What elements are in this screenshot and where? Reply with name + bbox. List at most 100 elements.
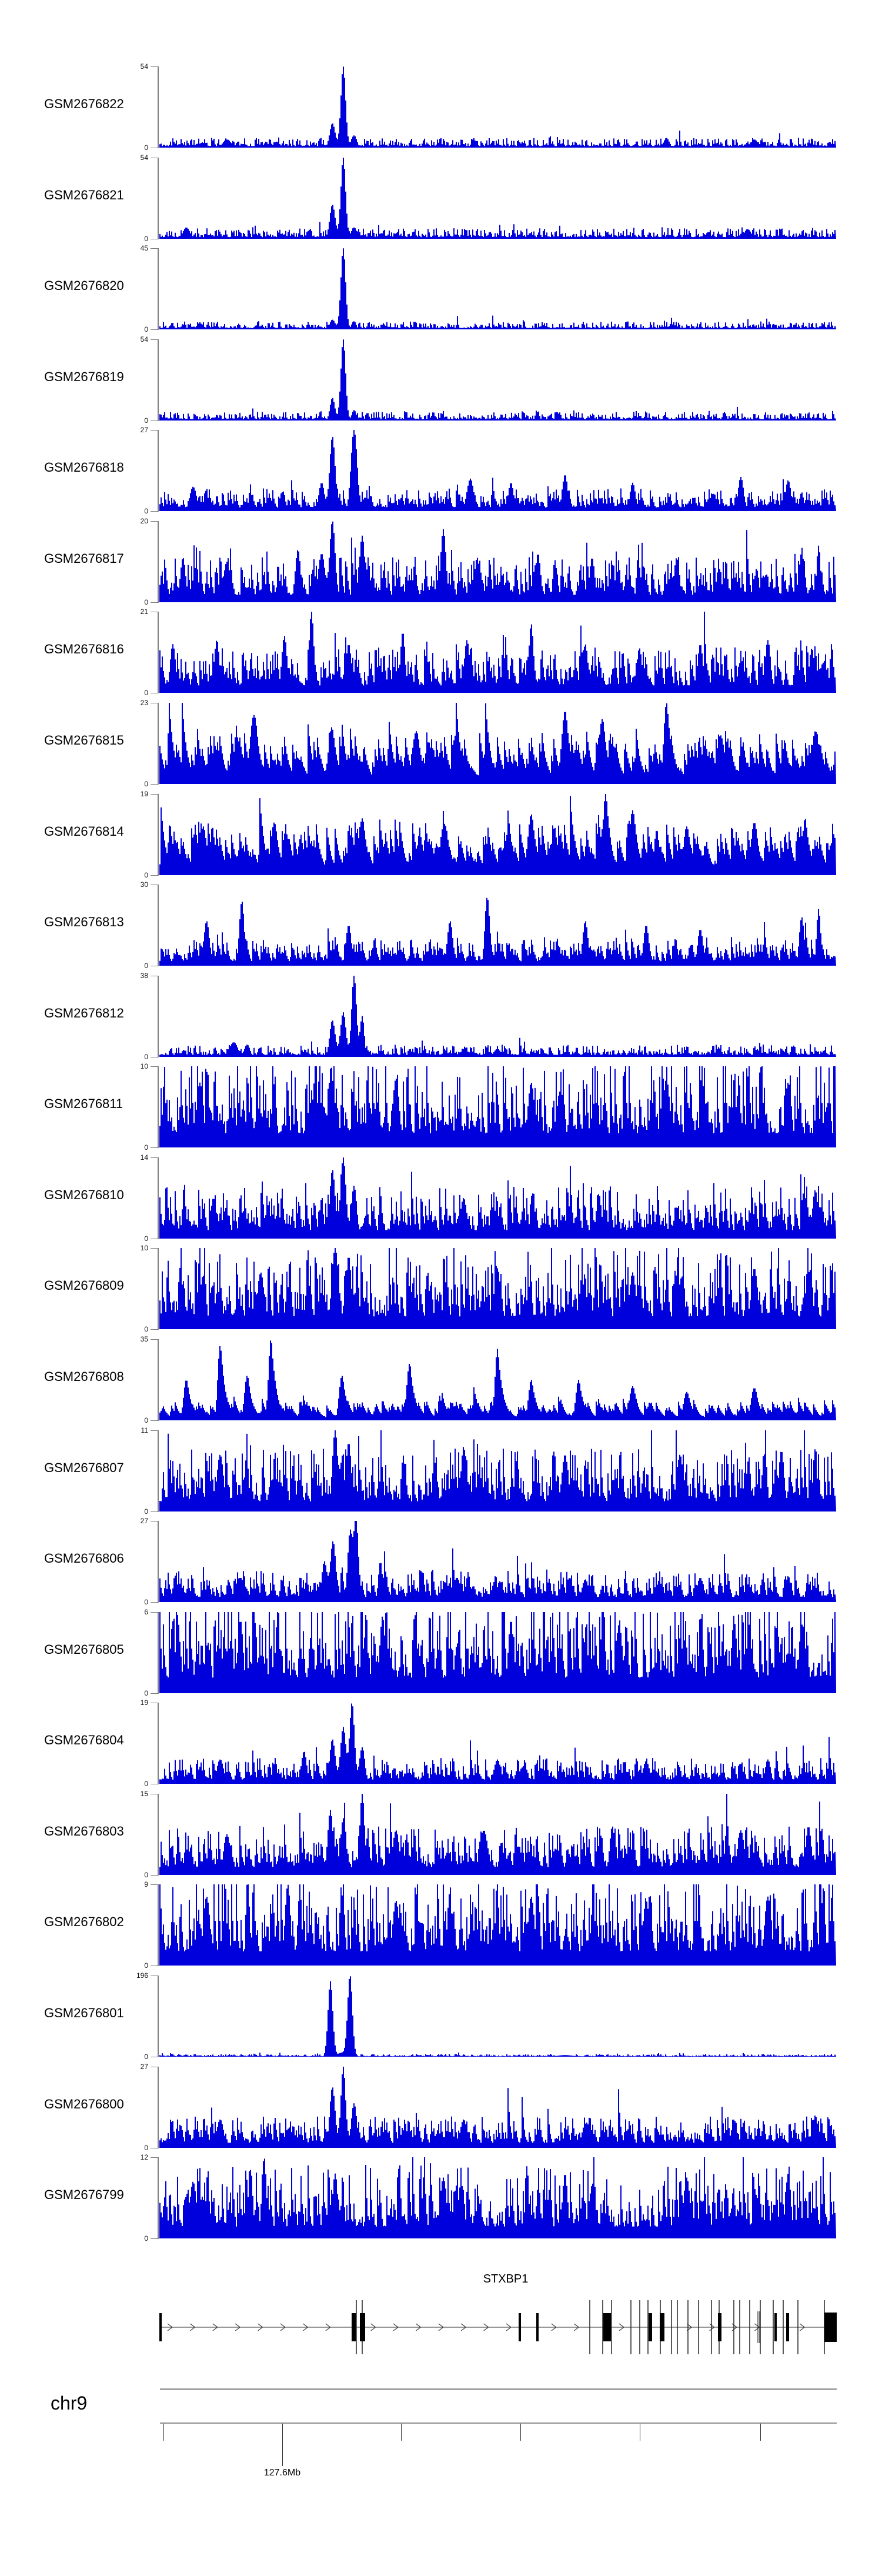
yaxis-line <box>158 885 159 966</box>
coverage-signal <box>159 158 836 239</box>
yaxis-zero-value: 0 <box>144 689 148 697</box>
strand-arrow-icon <box>483 2323 489 2331</box>
yaxis-zero-value: 0 <box>144 1689 148 1697</box>
yaxis-max-value: 54 <box>140 62 148 71</box>
track-label: GSM2676799 <box>44 2187 124 2202</box>
track-label: GSM2676800 <box>44 2097 124 2111</box>
yaxis-max-value: 9 <box>144 1880 148 1888</box>
signal-track-row: GSM2676822 54 0 <box>0 62 882 152</box>
yaxis-bottom-tick <box>151 1511 158 1512</box>
yaxis-zero-value: 0 <box>144 1143 148 1152</box>
yaxis-bottom-tick <box>151 511 158 512</box>
yaxis-max-value: 54 <box>140 335 148 343</box>
yaxis-zero-value: 0 <box>144 416 148 425</box>
yaxis-bottom-tick <box>151 1693 158 1694</box>
exon-box <box>718 2313 721 2341</box>
track-label: GSM2676806 <box>44 1551 124 1566</box>
coordinate-tick-label: 127.6Mb <box>263 2468 301 2478</box>
yaxis-line <box>158 430 159 512</box>
yaxis-bottom-tick <box>151 784 158 785</box>
yaxis-max-value: 10 <box>140 1062 148 1070</box>
yaxis-line <box>158 1066 159 1148</box>
coverage-signal <box>159 612 836 693</box>
coverage-signal <box>159 794 836 875</box>
signal-track-row: GSM2676819 54 0 <box>0 335 882 425</box>
yaxis-max-value: 11 <box>141 1426 148 1434</box>
strand-arrow-icon <box>416 2323 422 2331</box>
coverage-signal <box>159 2067 836 2148</box>
yaxis-top-tick <box>151 339 158 340</box>
exon-box <box>536 2313 539 2341</box>
strand-arrow-icon <box>393 2323 399 2331</box>
track-label: GSM2676817 <box>44 551 124 566</box>
track-label: GSM2676815 <box>44 733 124 748</box>
yaxis-top-tick <box>151 430 158 431</box>
coordinate-tick <box>401 2424 402 2441</box>
yaxis-line <box>158 1248 159 1330</box>
track-label: GSM2676802 <box>44 1914 124 1929</box>
track-label: GSM2676818 <box>44 460 124 475</box>
track-label: GSM2676821 <box>44 188 124 202</box>
coverage-signal <box>159 1430 836 1511</box>
signal-track-row: GSM2676805 6 0 <box>0 1608 882 1697</box>
yaxis-max-value: 21 <box>140 608 148 616</box>
yaxis-line <box>158 339 159 421</box>
strand-arrow-icon <box>303 2323 309 2331</box>
yaxis-max-value: 14 <box>140 1153 148 1162</box>
yaxis-line <box>158 1521 159 1603</box>
yaxis-bottom-tick <box>151 329 158 330</box>
yaxis-max-value: 27 <box>140 426 148 434</box>
coverage-signal <box>159 703 836 784</box>
strand-arrow-icon <box>212 2323 218 2331</box>
exon-box <box>352 2313 356 2341</box>
yaxis-max-value: 12 <box>140 2153 148 2161</box>
yaxis-zero-value: 0 <box>144 598 148 606</box>
yaxis-bottom-tick <box>151 2238 158 2239</box>
exon-box <box>159 2313 162 2341</box>
yaxis-line <box>158 1612 159 1694</box>
yaxis-line <box>158 612 159 693</box>
yaxis-zero-value: 0 <box>144 144 148 152</box>
exon-box <box>519 2313 521 2341</box>
signal-track-row: GSM2676803 15 0 <box>0 1790 882 1879</box>
yaxis-top-tick <box>151 1339 158 1340</box>
yaxis-zero-value: 0 <box>144 871 148 879</box>
signal-track-row: GSM2676808 35 0 <box>0 1335 882 1424</box>
signal-track-row: GSM2676820 45 0 <box>0 244 882 333</box>
track-label: GSM2676807 <box>44 1460 124 1475</box>
yaxis-max-value: 54 <box>140 154 148 162</box>
yaxis-line <box>158 1430 159 1512</box>
coverage-signal <box>159 1157 836 1239</box>
yaxis-max-value: 45 <box>140 244 148 252</box>
track-label: GSM2676804 <box>44 1733 124 1747</box>
exon-box <box>603 2313 611 2341</box>
track-label: GSM2676819 <box>44 369 124 384</box>
track-label: GSM2676816 <box>44 642 124 656</box>
yaxis-max-value: 20 <box>140 517 148 525</box>
yaxis-bottom-tick <box>151 602 158 603</box>
strand-arrow-icon <box>438 2323 444 2331</box>
track-label: GSM2676803 <box>44 1824 124 1838</box>
signal-track-row: GSM2676801 196 0 <box>0 1971 882 2061</box>
coverage-signal <box>159 248 836 329</box>
track-label: GSM2676812 <box>44 1006 124 1020</box>
yaxis-top-tick <box>151 2157 158 2158</box>
exon-box <box>660 2313 664 2341</box>
coverage-signal <box>159 339 836 421</box>
track-label: GSM2676810 <box>44 1187 124 1202</box>
yaxis-line <box>158 2157 159 2239</box>
signal-track-row: GSM2676814 19 0 <box>0 790 882 879</box>
yaxis-zero-value: 0 <box>144 962 148 970</box>
yaxis-zero-value: 0 <box>144 1598 148 1606</box>
yaxis-max-value: 15 <box>140 1790 148 1798</box>
yaxis-max-value: 23 <box>140 699 148 707</box>
coverage-signal <box>159 1884 836 1966</box>
yaxis-zero-value: 0 <box>144 2144 148 2152</box>
signal-track-row: GSM2676810 14 0 <box>0 1153 882 1243</box>
yaxis-zero-value: 0 <box>144 507 148 515</box>
signal-track-row: GSM2676821 54 0 <box>0 154 882 243</box>
yaxis-line <box>158 794 159 876</box>
coverage-signal <box>159 521 836 602</box>
strand-arrow-icon <box>280 2323 286 2331</box>
